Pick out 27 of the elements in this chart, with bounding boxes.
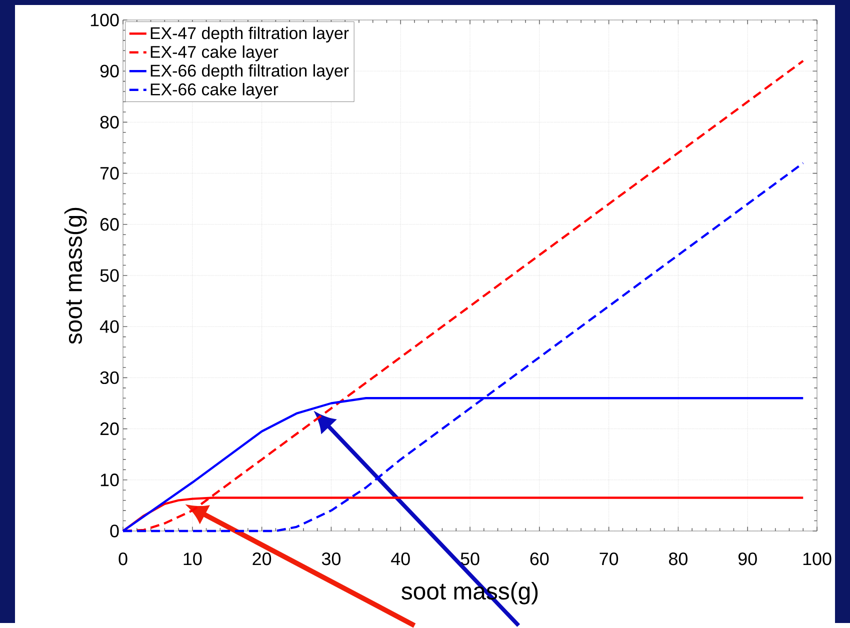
legend-label: EX-47 cake layer bbox=[150, 45, 278, 62]
y-tick-label: 80 bbox=[100, 116, 119, 129]
y-axis-title: soot mass(g) bbox=[64, 208, 87, 344]
y-tick-label: 100 bbox=[90, 14, 119, 26]
x-tick-label: 50 bbox=[460, 552, 480, 566]
x-tick-label: 90 bbox=[738, 552, 757, 566]
x-tick-label: 80 bbox=[669, 552, 688, 566]
x-tick-label: 10 bbox=[184, 552, 202, 566]
legend-label: EX-66 depth filtration layer bbox=[150, 64, 349, 80]
y-tick-label: 50 bbox=[100, 269, 119, 282]
y-tick-label: 0 bbox=[110, 524, 119, 538]
x-tick-label: 100 bbox=[803, 552, 832, 566]
y-tick-label: 60 bbox=[100, 218, 119, 231]
y-tick-label: 30 bbox=[100, 371, 119, 384]
x-tick-label: 70 bbox=[600, 552, 618, 566]
y-tick-label: 40 bbox=[100, 320, 119, 333]
legend-label: EX-66 cake layer bbox=[150, 82, 278, 99]
y-tick-label: 20 bbox=[100, 422, 119, 436]
y-tick-label: 70 bbox=[100, 166, 119, 180]
y-tick-label: 10 bbox=[100, 474, 119, 486]
x-tick-label: 30 bbox=[322, 552, 340, 566]
x-tick-label: 20 bbox=[252, 552, 272, 566]
legend-label: EX-47 depth filtration layer bbox=[150, 26, 349, 42]
x-tick-label: 0 bbox=[118, 552, 128, 566]
x-tick-label: 60 bbox=[530, 552, 549, 566]
x-tick-label: 40 bbox=[391, 552, 410, 566]
y-tick-label: 90 bbox=[100, 64, 119, 78]
